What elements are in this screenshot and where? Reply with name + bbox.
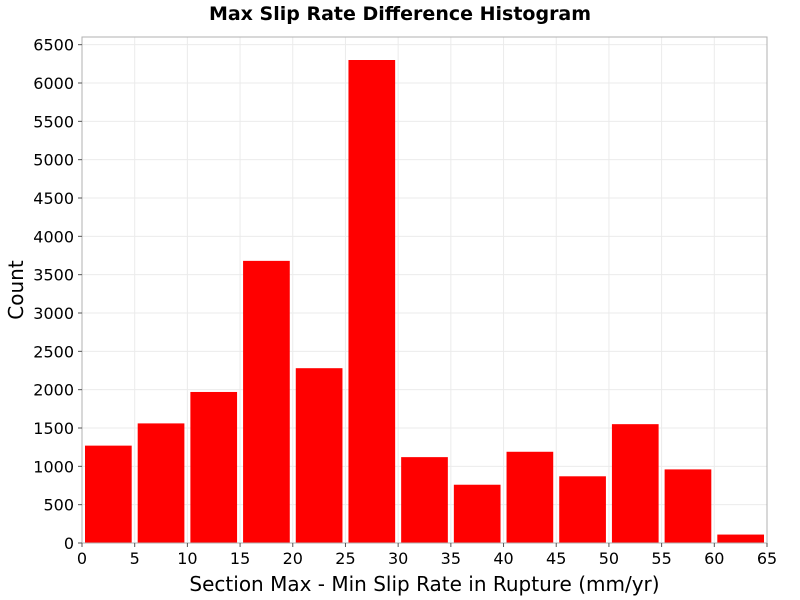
x-tick-label: 10 bbox=[177, 549, 197, 568]
histogram-bars bbox=[85, 60, 764, 543]
histogram-bar-5 bbox=[348, 60, 396, 543]
histogram-bar-7 bbox=[453, 484, 501, 543]
y-tick-label: 1000 bbox=[33, 457, 74, 476]
y-tick-label: 2000 bbox=[33, 381, 74, 400]
x-tick-label: 30 bbox=[388, 549, 408, 568]
histogram-bar-0 bbox=[85, 445, 132, 543]
y-tick-label: 4000 bbox=[33, 227, 74, 246]
y-tick-label: 1500 bbox=[33, 419, 74, 438]
histogram-bar-4 bbox=[295, 368, 343, 543]
y-axis-ticks: 0 500 1000 1500 2000 2500 3000 3500 4000 4500 5000… bbox=[33, 36, 82, 553]
y-tick-label: 3500 bbox=[33, 266, 74, 285]
x-tick-label: 45 bbox=[546, 549, 566, 568]
histogram-bar-8 bbox=[506, 451, 554, 543]
histogram-bar-11 bbox=[664, 469, 712, 543]
x-tick-label: 50 bbox=[599, 549, 619, 568]
x-axis-label: Section Max - Min Slip Rate in Rupture (… bbox=[189, 572, 659, 596]
x-axis-ticks: 0 5 10 15 20 25 30 35 40 45 50 55 60 65 bbox=[77, 543, 777, 568]
x-tick-label: 15 bbox=[230, 549, 250, 568]
histogram-bar-9 bbox=[559, 476, 606, 543]
histogram-bar-12 bbox=[717, 534, 764, 543]
x-tick-label: 25 bbox=[335, 549, 355, 568]
x-tick-label: 60 bbox=[704, 549, 724, 568]
y-tick-label: 6500 bbox=[33, 36, 74, 55]
histogram-bar-3 bbox=[243, 260, 290, 543]
y-tick-label: 0 bbox=[64, 534, 74, 553]
histogram-bar-2 bbox=[190, 391, 238, 543]
x-tick-label: 40 bbox=[493, 549, 513, 568]
x-tick-label: 35 bbox=[441, 549, 461, 568]
histogram-bar-1 bbox=[137, 423, 185, 543]
y-tick-label: 6000 bbox=[33, 74, 74, 93]
y-tick-label: 4500 bbox=[33, 189, 74, 208]
x-tick-label: 20 bbox=[283, 549, 303, 568]
x-tick-label: 0 bbox=[77, 549, 87, 568]
y-tick-label: 5000 bbox=[33, 151, 74, 170]
x-tick-label: 65 bbox=[757, 549, 777, 568]
plot-area-border bbox=[81, 36, 768, 544]
x-tick-label: 55 bbox=[651, 549, 671, 568]
y-axis-label: Count bbox=[4, 260, 28, 320]
y-tick-label: 2500 bbox=[33, 342, 74, 361]
y-tick-label: 5500 bbox=[33, 112, 74, 131]
grid-lines bbox=[81, 37, 768, 544]
x-tick-label: 5 bbox=[130, 549, 140, 568]
y-tick-label: 3000 bbox=[33, 304, 74, 323]
histogram-bar-10 bbox=[611, 424, 659, 543]
histogram-bar-6 bbox=[401, 457, 448, 543]
y-tick-label: 500 bbox=[43, 496, 74, 515]
chart-title: Max Slip Rate Difference Histogram bbox=[209, 3, 591, 25]
